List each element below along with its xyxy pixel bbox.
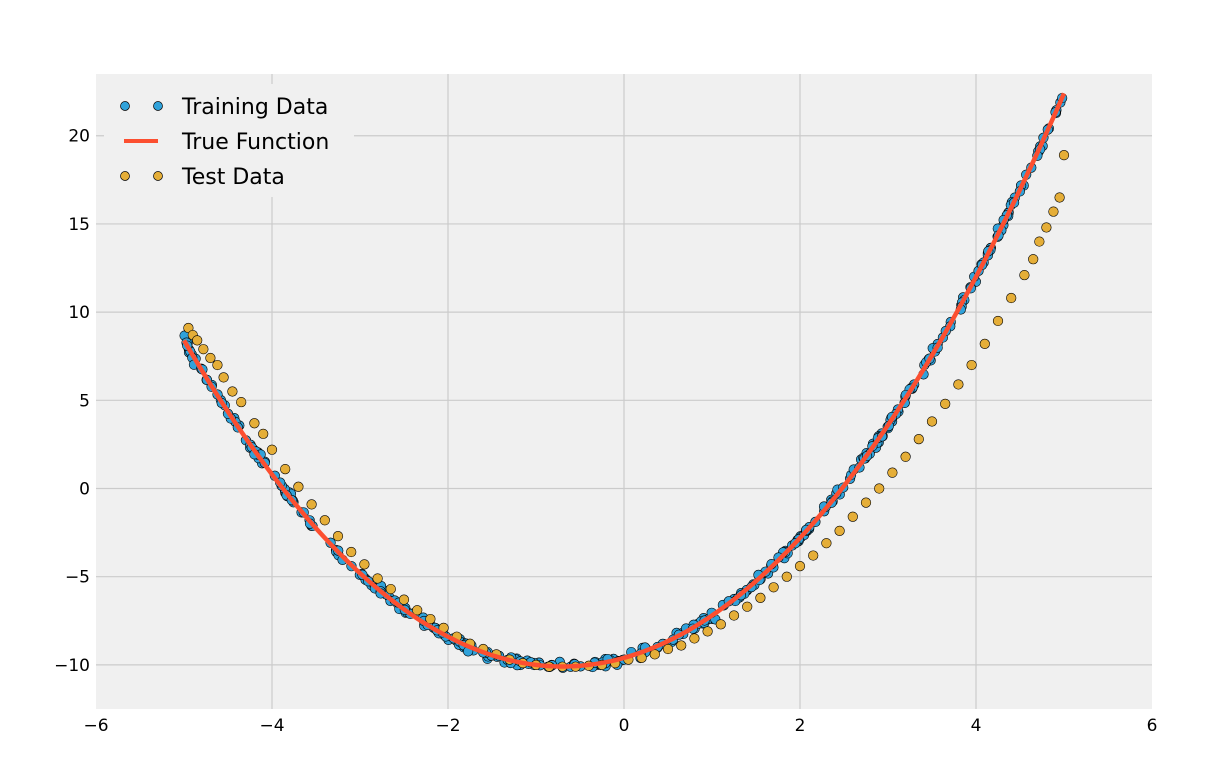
test-point	[689, 633, 700, 644]
test-point	[953, 379, 964, 390]
y-tick-label: −10	[54, 656, 90, 676]
y-tick-label: 5	[79, 391, 90, 411]
y-tick-label: 10	[68, 303, 90, 323]
test-point	[781, 571, 792, 582]
legend-label-true-function: True Function	[181, 130, 329, 155]
test-point	[900, 451, 911, 462]
test-point	[266, 444, 278, 455]
test-point	[398, 594, 410, 605]
test-point	[332, 531, 344, 542]
test-point	[212, 359, 223, 371]
test-point	[834, 525, 845, 536]
test-point	[319, 515, 330, 526]
test-point	[258, 428, 269, 439]
test-point	[249, 418, 260, 429]
axis-ticks: −6 −4 −2 0 2 4 6 −10 −5 0 5 10 15 20	[54, 127, 1157, 736]
test-point	[1041, 222, 1052, 233]
true-function-line	[182, 92, 1067, 669]
x-tick-label: −4	[259, 716, 284, 736]
test-point	[742, 601, 753, 612]
x-tick-label: −2	[435, 716, 460, 736]
test-point	[1054, 192, 1065, 203]
test-point	[702, 626, 713, 637]
test-point	[346, 546, 357, 558]
test-point	[821, 538, 832, 549]
legend: Training Data True Function Test Data	[104, 84, 354, 197]
test-point	[676, 640, 687, 651]
x-tick-label: 4	[971, 716, 982, 736]
legend-marker-test-right	[153, 171, 163, 181]
test-point	[227, 386, 238, 397]
test-point	[808, 550, 819, 561]
legend-marker-training-left	[120, 101, 130, 111]
test-point	[874, 483, 885, 494]
test-point	[425, 613, 436, 625]
x-tick-label: −6	[83, 716, 108, 736]
test-point	[205, 352, 216, 364]
test-point	[794, 561, 806, 572]
test-point	[218, 372, 229, 383]
test-data-series	[183, 150, 1070, 672]
test-point	[847, 511, 858, 522]
y-tick-label: 20	[68, 127, 90, 147]
x-tick-label: 6	[1147, 716, 1158, 736]
x-tick-label: 0	[619, 716, 630, 736]
test-point	[966, 359, 977, 371]
legend-marker-training-right	[153, 101, 163, 111]
legend-label-training: Training Data	[181, 95, 328, 120]
test-point	[192, 335, 203, 346]
y-tick-label: 0	[79, 480, 90, 500]
test-point	[860, 497, 872, 508]
test-point	[715, 619, 726, 630]
test-point	[198, 344, 209, 355]
test-point	[412, 605, 423, 616]
test-point	[1006, 292, 1017, 304]
test-point	[1019, 269, 1030, 281]
test-point	[755, 592, 766, 603]
true-function-series	[182, 92, 1067, 669]
test-point	[992, 315, 1004, 327]
y-tick-label: 15	[68, 215, 90, 235]
legend-marker-test-left	[120, 171, 130, 181]
test-point	[1034, 236, 1045, 247]
x-tick-label: 2	[795, 716, 806, 736]
test-point	[280, 464, 291, 475]
test-point	[359, 559, 370, 570]
grid	[96, 74, 1152, 709]
test-point	[979, 338, 990, 349]
test-point	[768, 582, 779, 593]
test-point	[887, 467, 898, 478]
test-point	[728, 610, 740, 621]
test-point	[649, 649, 660, 660]
test-point	[1028, 254, 1039, 265]
test-point	[293, 481, 304, 492]
test-point	[1048, 206, 1059, 217]
test-point	[372, 573, 383, 584]
legend-label-test: Test Data	[181, 165, 285, 190]
test-point	[662, 643, 674, 655]
test-point	[236, 396, 247, 408]
test-point	[940, 398, 951, 409]
y-tick-label: −5	[65, 568, 90, 588]
test-point	[926, 416, 938, 427]
test-point	[1058, 150, 1070, 161]
test-point	[306, 499, 317, 510]
test-point	[385, 583, 396, 595]
test-point	[913, 434, 924, 445]
